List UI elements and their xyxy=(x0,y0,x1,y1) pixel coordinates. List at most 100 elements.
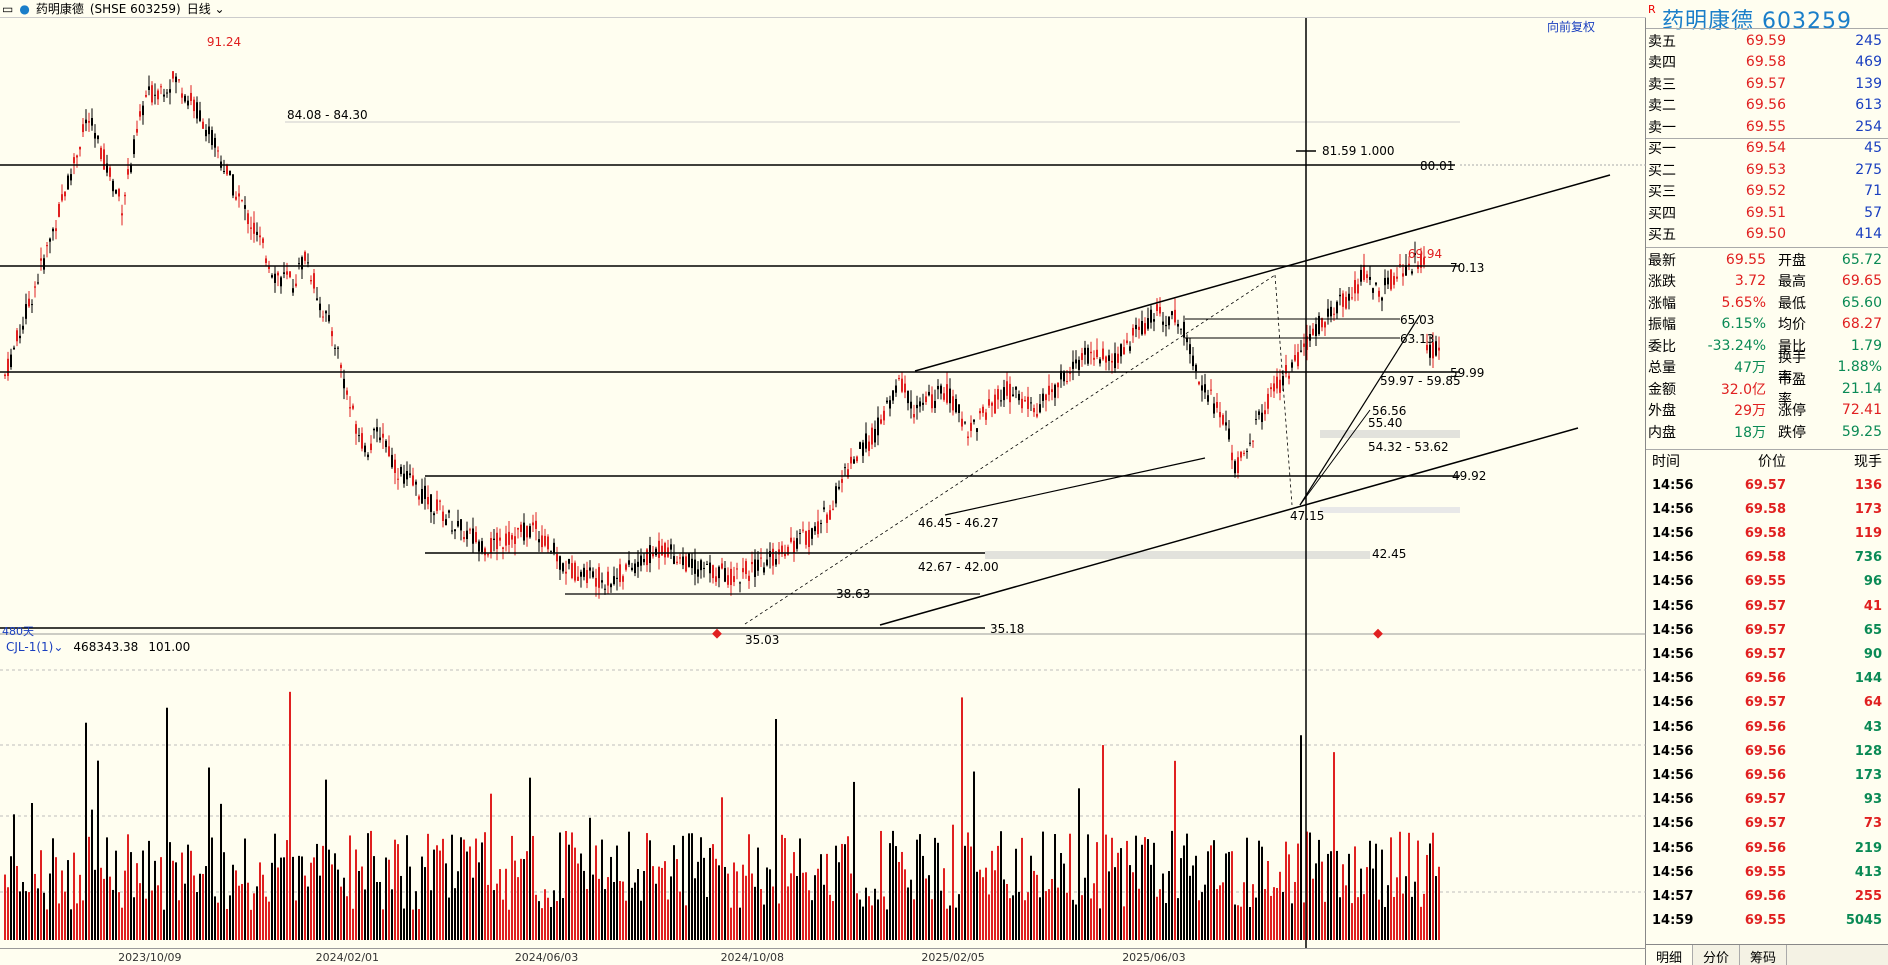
candle-body xyxy=(709,562,711,574)
tab-3[interactable]: 筹码 xyxy=(1740,945,1788,965)
candle-body xyxy=(1384,277,1386,286)
volume-bar xyxy=(340,886,342,940)
ticks-header-price: 价位 xyxy=(1758,454,1786,470)
candle-body xyxy=(1225,422,1227,426)
book-price: 69.55 xyxy=(1745,118,1786,135)
candle-body xyxy=(745,561,747,575)
volume-bar xyxy=(247,882,249,940)
candle-body xyxy=(187,100,189,106)
tick-time: 14:56 xyxy=(1652,767,1694,783)
volume-bar xyxy=(1189,875,1191,940)
fuquan-button[interactable]: 向前复权 xyxy=(1546,20,1595,34)
volume-bar xyxy=(79,874,81,940)
ask-row[interactable]: 卖三 69.57 139 xyxy=(1646,73,1888,94)
tab-2[interactable]: 分价 xyxy=(1693,945,1741,965)
volume-bar xyxy=(748,834,750,940)
candle-body xyxy=(1063,371,1065,382)
chevron-down-icon: ⌄ xyxy=(53,640,64,654)
candle-body xyxy=(1192,355,1194,367)
tick-time: 14:59 xyxy=(1652,913,1694,929)
volume-bar xyxy=(451,834,453,940)
ask-row[interactable]: 卖五 69.59 245 xyxy=(1646,30,1888,51)
volume-bar xyxy=(727,873,729,940)
tick-row: 14:56 69.57 65 xyxy=(1646,620,1888,641)
volume-bar xyxy=(43,892,45,940)
candle-body xyxy=(55,228,57,232)
volume-bar xyxy=(286,840,288,940)
tick-time: 14:56 xyxy=(1652,550,1694,566)
candle-body xyxy=(706,563,708,565)
period-selector[interactable]: 日线 ⌄ xyxy=(186,2,225,16)
candle-body xyxy=(1027,396,1029,409)
candle-body xyxy=(118,189,120,197)
candle-body xyxy=(649,545,651,564)
book-volume: 245 xyxy=(1855,32,1882,49)
volume-bar xyxy=(628,831,630,940)
volume-bar xyxy=(949,905,951,940)
candle-body xyxy=(1360,269,1362,282)
candle-body xyxy=(979,410,981,414)
volume-bar xyxy=(511,835,513,940)
candle-body xyxy=(952,396,954,411)
volume-bar xyxy=(85,722,87,940)
volume-bar xyxy=(868,896,870,940)
volume-bar xyxy=(454,888,456,940)
candle-body xyxy=(1348,293,1350,301)
volume-bar xyxy=(280,857,282,940)
candle-body xyxy=(49,238,51,242)
candle-body xyxy=(127,169,129,175)
volume-indicator-label[interactable]: CJL-1(1)⌄ 468343.38 101.00 xyxy=(6,640,190,654)
bid-row[interactable]: 买二 69.53 275 xyxy=(1646,159,1888,180)
volume-bar xyxy=(154,860,156,940)
book-volume: 613 xyxy=(1855,97,1882,113)
candle-body xyxy=(967,436,969,439)
volume-bar xyxy=(1420,906,1422,940)
volume-bar xyxy=(274,833,276,940)
volume-bar xyxy=(967,832,969,940)
volume-bar xyxy=(772,886,774,940)
candle-body xyxy=(85,119,87,124)
volume-bar xyxy=(1042,831,1044,940)
candle-body xyxy=(67,175,69,190)
bid-row[interactable]: 买三 69.52 71 xyxy=(1646,181,1888,202)
candle-body xyxy=(4,374,6,377)
bid-row[interactable]: 买五 69.50 414 xyxy=(1646,224,1888,245)
volume-bar xyxy=(547,897,549,940)
ask-row[interactable]: 卖一 69.55 254 xyxy=(1646,116,1888,137)
volume-bar xyxy=(658,866,660,940)
candle-body xyxy=(1054,384,1056,398)
tick-time: 14:56 xyxy=(1652,501,1694,517)
book-price: 69.59 xyxy=(1745,32,1786,49)
tab-1[interactable]: 明细 xyxy=(1646,945,1694,965)
volume-bar xyxy=(1234,904,1236,940)
candle-body xyxy=(730,568,732,586)
candle-body xyxy=(1408,263,1410,266)
menu-icon[interactable]: ▭ xyxy=(2,1,14,16)
candle-body xyxy=(373,428,375,431)
candle-body xyxy=(259,235,261,238)
chart-area[interactable]: 91.24 84.08 - 84.30 80.01 81.59 1.000 70.13 6… xyxy=(0,0,1646,965)
candle-body xyxy=(1144,323,1146,334)
volume-bar xyxy=(121,907,123,940)
volume-bar xyxy=(169,842,171,940)
bid-row[interactable]: 买一 69.54 45 xyxy=(1646,138,1888,159)
stat-label: 市盈率 xyxy=(1778,371,1806,408)
candle-body xyxy=(889,400,891,409)
candle-body xyxy=(1156,304,1158,311)
volume-bar xyxy=(241,883,243,940)
candle-body xyxy=(415,481,417,485)
tick-time: 14:56 xyxy=(1652,671,1694,687)
volume-bar xyxy=(190,850,192,940)
ask-row[interactable]: 卖二 69.56 613 xyxy=(1646,95,1888,116)
price-annotation: 80.01 xyxy=(1420,159,1454,173)
candle-body xyxy=(1012,394,1014,397)
volume-bar xyxy=(1333,752,1335,940)
volume-bar xyxy=(682,835,684,940)
volume-bar xyxy=(202,873,204,940)
bid-row[interactable]: 买四 69.51 57 xyxy=(1646,202,1888,223)
volume-bar xyxy=(259,862,261,940)
kline-chart[interactable]: 91.24 84.08 - 84.30 80.01 81.59 1.000 70.13 6… xyxy=(0,0,1646,948)
ask-row[interactable]: 卖四 69.58 469 xyxy=(1646,52,1888,73)
volume-bar xyxy=(1054,834,1056,940)
volume-bar xyxy=(1135,835,1137,940)
